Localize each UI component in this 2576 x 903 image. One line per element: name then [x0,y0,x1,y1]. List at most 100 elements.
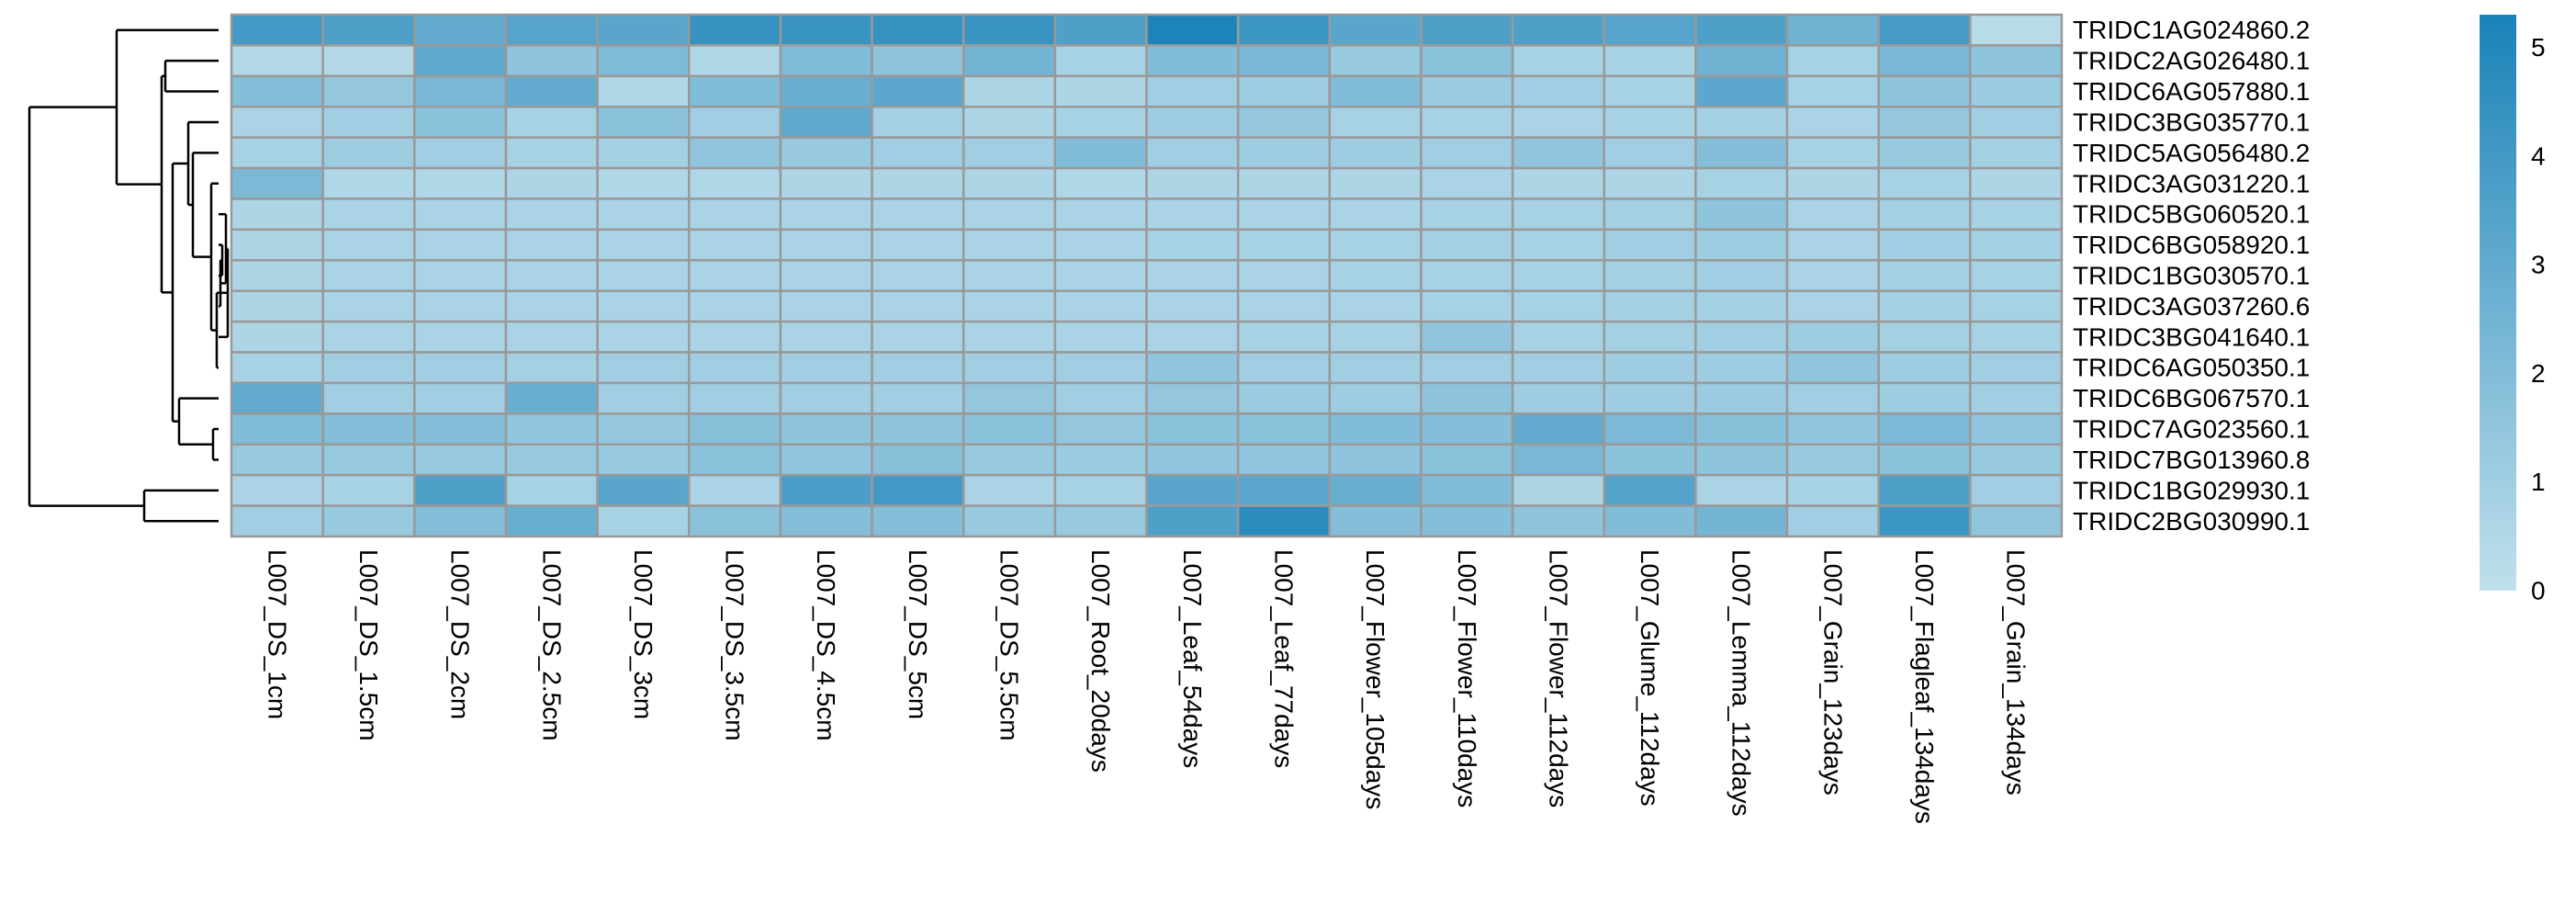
heatmap-cell [871,228,965,262]
heatmap-cell [1145,412,1240,446]
heatmap-cell [688,259,782,292]
heatmap-cell [504,13,599,47]
heatmap-cell [688,504,782,538]
heatmap-cell [413,412,508,446]
column-label: L007_Leaf_77days [1269,549,1298,768]
heatmap-cell [779,473,873,507]
heatmap-cell [1603,412,1697,446]
heatmap-cell [1969,320,2064,354]
heatmap-cell [230,136,324,170]
heatmap-cell [504,259,599,292]
heatmap-cell [1328,198,1423,231]
heatmap-cell [1145,13,1240,47]
heatmap-cell [1053,381,1148,415]
heatmap-cell [596,320,691,354]
heatmap-cell [1053,198,1148,231]
heatmap-cell [1328,136,1423,170]
heatmap-cell [1694,259,1789,292]
heatmap-cell [962,473,1057,507]
heatmap-cell [1053,105,1148,139]
heatmap-cell [1694,320,1789,354]
heatmap-cell [1694,228,1789,262]
heatmap-cell [413,44,508,78]
heatmap-cell [962,289,1057,323]
heatmap-cell [230,44,324,78]
heatmap-cell [1877,289,1972,323]
heatmap-cell [962,443,1057,477]
heatmap-cell [1603,13,1697,47]
heatmap-cell [1969,166,2064,200]
heatmap-cell [1420,105,1514,139]
heatmap-cell [1969,198,2064,231]
heatmap-cell [1511,381,1605,415]
heatmap-cell [871,13,965,47]
heatmap-cell [1053,166,1148,200]
heatmap-cell [1694,198,1789,231]
heatmap-cell [596,351,691,385]
heatmap-cell [1694,381,1789,415]
heatmap-cell [688,473,782,507]
heatmap-cell [779,320,873,354]
heatmap-cell [1236,13,1332,47]
heatmap-cell [230,13,324,47]
heatmap-cell [688,136,782,170]
heatmap-cell [1877,74,1972,108]
heatmap-cell [1694,351,1789,385]
heatmap-cell [413,13,508,47]
heatmap-cell [1420,259,1514,292]
heatmap-cell [1785,105,1880,139]
legend-tick-label: 1 [2531,468,2546,496]
row-label: TRIDC1AG024860.2 [2073,16,2310,44]
heatmap-cell [230,504,324,538]
heatmap-cell [1603,351,1697,385]
heatmap-cell [962,44,1057,78]
heatmap-cell [688,13,782,47]
heatmap-cell [1145,166,1240,200]
heatmap-cell [1145,136,1240,170]
heatmap-cell [1511,443,1605,477]
heatmap-cell [321,105,416,139]
heatmap-cell [1785,504,1880,538]
heatmap-cell [1236,74,1332,108]
heatmap-cell [1145,381,1240,415]
heatmap-cell [1328,381,1423,415]
heatmap-cell [871,504,965,538]
row-label: TRIDC1BG029930.1 [2073,476,2310,504]
heatmap-cell [1969,44,2064,78]
row-label: TRIDC3AG031220.1 [2073,169,2310,198]
heatmap-cell [688,443,782,477]
heatmap-cell [1785,166,1880,200]
column-label: L007_DS_4.5cm [812,549,840,741]
heatmap-cell [1511,259,1605,292]
heatmap-cell [321,381,416,415]
heatmap-cell [1236,44,1332,78]
heatmap-cell [1420,74,1514,108]
heatmap-cell [1969,412,2064,446]
heatmap-cell [688,351,782,385]
heatmap-cell [1969,74,2064,108]
heatmap-cell [413,136,508,170]
heatmap-cell [1145,105,1240,139]
column-label: L007_Leaf_54days [1178,549,1207,768]
heatmap-cell [596,228,691,262]
heatmap-cell [1328,105,1423,139]
heatmap-cell [1053,289,1148,323]
heatmap-cell [779,412,873,446]
heatmap-cell [230,74,324,108]
heatmap-cell [321,504,416,538]
heatmap-cell [1420,44,1514,78]
heatmap-cell [1694,504,1789,538]
column-label: L007_DS_3.5cm [721,549,749,741]
heatmap-cell [230,259,324,292]
heatmap-cell [871,259,965,292]
heatmap-cell [1603,443,1697,477]
legend-tick-label: 4 [2531,141,2546,170]
heatmap-cell [596,504,691,538]
legend-tick-label: 3 [2531,251,2546,279]
heatmap-cell [504,473,599,507]
heatmap-cell [1694,105,1789,139]
heatmap-cell [1785,44,1880,78]
heatmap-cell [1694,44,1789,78]
heatmap-cell [1603,228,1697,262]
heatmap-cell [1420,289,1514,323]
